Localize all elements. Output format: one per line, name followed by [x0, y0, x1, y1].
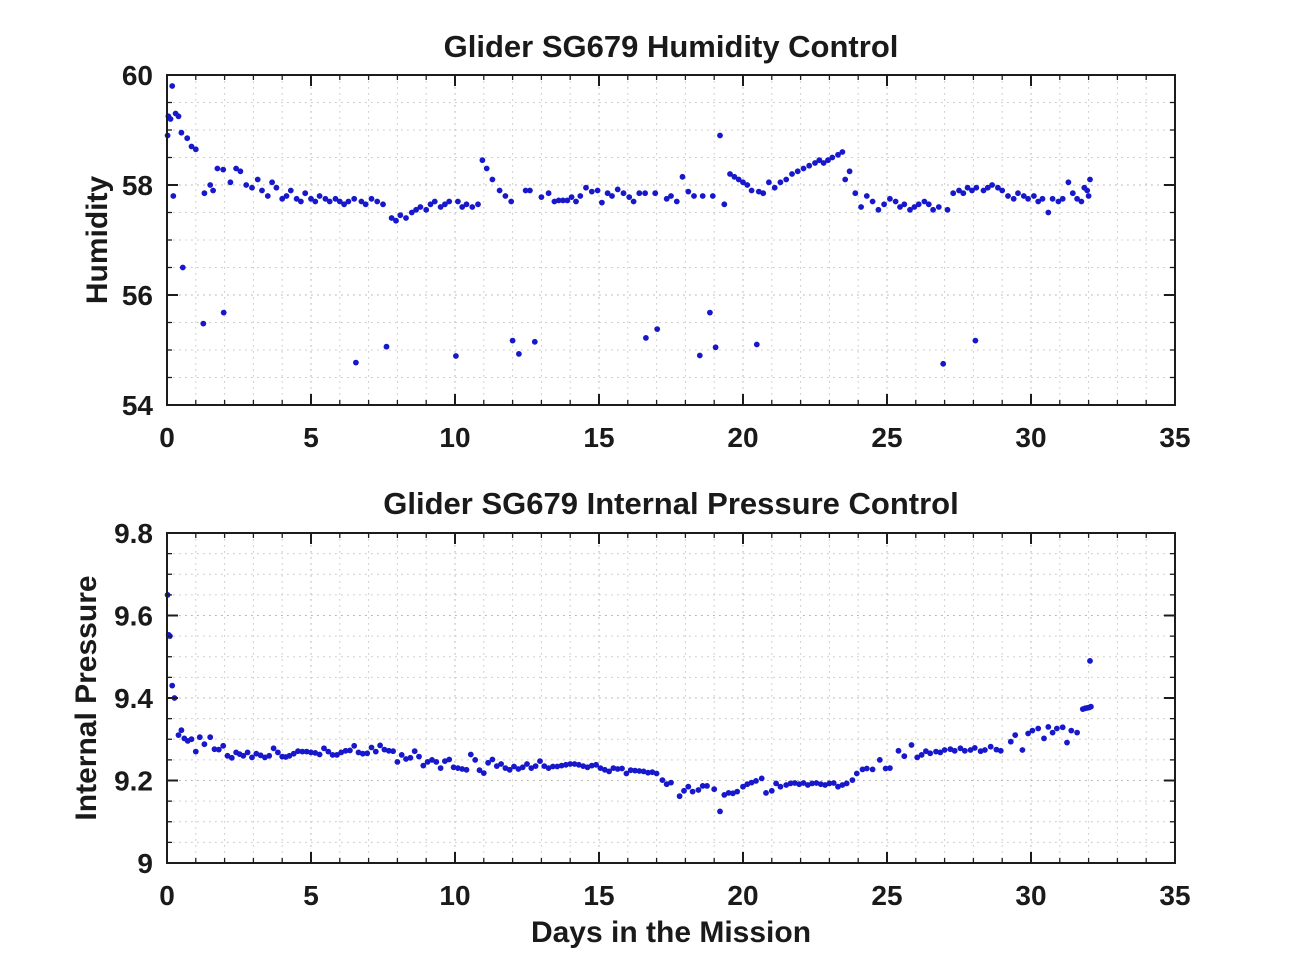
svg-text:54: 54	[122, 390, 154, 421]
svg-text:20: 20	[727, 422, 758, 453]
pressure-chart: Glider SG679 Internal Pressure Control I…	[70, 486, 1191, 911]
svg-text:0: 0	[159, 422, 175, 453]
humidity-gridlines	[167, 75, 1175, 405]
svg-text:5: 5	[303, 880, 319, 911]
pressure-tick-marks	[166, 532, 1176, 864]
x-axis-label: Days in the Mission	[531, 916, 811, 949]
svg-text:15: 15	[583, 880, 614, 911]
pressure-chart-title: Glider SG679 Internal Pressure Control	[383, 486, 958, 521]
svg-text:9.2: 9.2	[114, 766, 153, 797]
pressure-tick-labels: 0 5 10 15 20 25 30 35 9 9.2 9.4 9.6 9.8	[114, 518, 1191, 911]
svg-text:5: 5	[303, 422, 319, 453]
humidity-data-points	[164, 83, 1093, 367]
svg-text:30: 30	[1015, 422, 1046, 453]
svg-text:56: 56	[122, 280, 153, 311]
svg-text:9.4: 9.4	[114, 683, 153, 714]
svg-text:0: 0	[159, 880, 175, 911]
svg-text:9.8: 9.8	[114, 518, 153, 549]
humidity-chart-title: Glider SG679 Humidity Control	[444, 29, 899, 64]
svg-text:15: 15	[583, 422, 614, 453]
svg-text:10: 10	[439, 422, 470, 453]
svg-text:25: 25	[871, 422, 902, 453]
humidity-chart: Glider SG679 Humidity Control Humidity 0…	[81, 29, 1191, 453]
svg-text:30: 30	[1015, 880, 1046, 911]
humidity-tick-marks	[166, 74, 1176, 406]
svg-text:58: 58	[122, 170, 153, 201]
svg-text:9: 9	[137, 848, 153, 879]
svg-text:10: 10	[439, 880, 470, 911]
pressure-y-axis-label: Internal Pressure	[70, 575, 103, 820]
humidity-y-axis-label: Humidity	[81, 176, 114, 305]
svg-text:25: 25	[871, 880, 902, 911]
svg-text:9.6: 9.6	[114, 601, 153, 632]
svg-text:60: 60	[122, 60, 153, 91]
pressure-data-points	[164, 592, 1094, 815]
svg-text:35: 35	[1159, 422, 1190, 453]
humidity-tick-labels: 0 5 10 15 20 25 30 35 54 56 58 60	[122, 60, 1191, 453]
pressure-gridlines	[167, 533, 1175, 863]
svg-text:20: 20	[727, 880, 758, 911]
svg-text:35: 35	[1159, 880, 1190, 911]
